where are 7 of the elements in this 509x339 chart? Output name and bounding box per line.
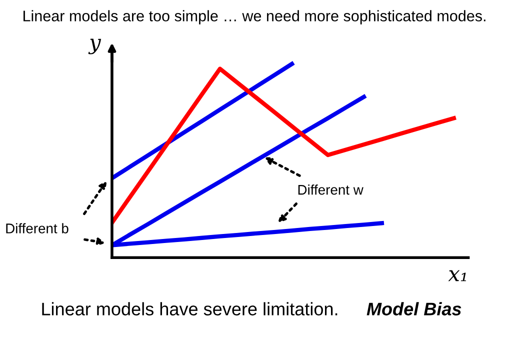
chart-title: Linear models are too simple … we need more sophisticated modes. [24, 10, 486, 24]
x-axis-title: x₁ [448, 270, 466, 282]
text: Model Bias [366, 302, 462, 316]
annotation: Different w [298, 184, 364, 195]
text: Different b [6, 223, 68, 234]
text: Linear models have severe limitation. [42, 302, 338, 316]
y-axis-title: y [88, 38, 102, 54]
